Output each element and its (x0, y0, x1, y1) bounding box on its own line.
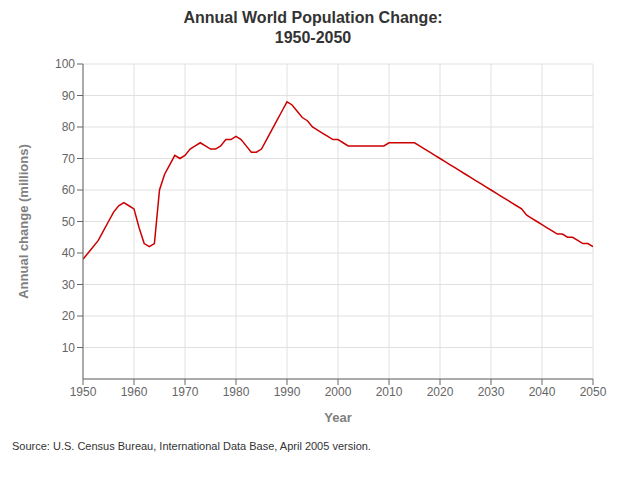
svg-text:20: 20 (62, 309, 76, 323)
svg-text:100: 100 (55, 57, 75, 71)
svg-text:90: 90 (62, 89, 76, 103)
svg-text:Annual change (millions): Annual change (millions) (16, 144, 31, 299)
svg-text:1970: 1970 (172, 385, 199, 399)
svg-text:2020: 2020 (427, 385, 454, 399)
html-text:Source: U.S. Census Bureau, In: Source: U.S. Census Bureau, Internationa… (12, 440, 371, 452)
svg-text:2000: 2000 (325, 385, 352, 399)
svg-text:1960: 1960 (121, 385, 148, 399)
svg-text:1990: 1990 (274, 385, 301, 399)
svg-text:2050: 2050 (580, 385, 607, 399)
svg-text:2010: 2010 (376, 385, 403, 399)
svg-text:1950: 1950 (70, 385, 97, 399)
svg-text:10: 10 (62, 341, 76, 355)
svg-text:30: 30 (62, 278, 76, 292)
svg-text:2030: 2030 (478, 385, 505, 399)
html-text:Annual World Population Change: Annual World Population Change: (183, 9, 443, 26)
svg-text:1980: 1980 (223, 385, 250, 399)
svg-text:80: 80 (62, 120, 76, 134)
html-text:1950-2050: 1950-2050 (274, 29, 352, 46)
svg-text:70: 70 (62, 152, 76, 166)
svg-text:60: 60 (62, 183, 76, 197)
svg-text:50: 50 (62, 215, 76, 229)
svg-text:2040: 2040 (529, 385, 556, 399)
svg-text:Year: Year (324, 410, 351, 425)
svg-text:40: 40 (62, 246, 76, 260)
